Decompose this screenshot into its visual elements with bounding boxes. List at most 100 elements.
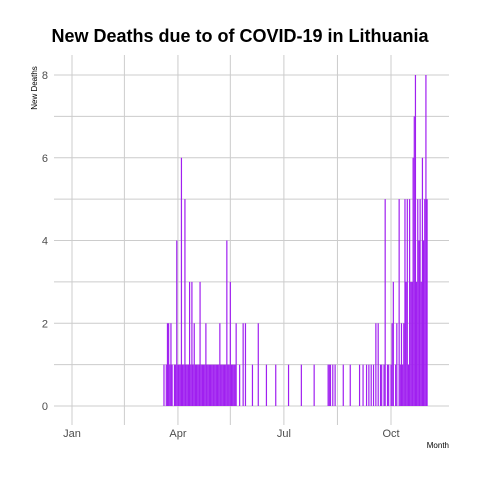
y-tick-label: 6 <box>42 153 48 165</box>
bar <box>406 199 408 406</box>
bar <box>193 323 195 406</box>
bar <box>372 364 375 406</box>
bar <box>175 364 177 406</box>
bar <box>163 364 165 406</box>
bar <box>185 364 187 406</box>
bar <box>381 364 383 406</box>
bar <box>188 281 191 406</box>
bar <box>392 281 394 406</box>
bar <box>216 364 219 406</box>
bar <box>329 364 332 406</box>
bar <box>386 364 389 406</box>
bar <box>209 364 212 406</box>
x-tick-label: Apr <box>169 428 186 440</box>
bar <box>218 364 220 406</box>
bar <box>275 364 277 406</box>
bar <box>166 323 169 406</box>
bar <box>207 364 209 406</box>
bar <box>242 323 244 406</box>
bar <box>204 364 206 406</box>
bar <box>287 364 290 406</box>
bar <box>225 364 227 406</box>
bar <box>405 281 407 406</box>
bar <box>400 323 403 406</box>
bar <box>328 364 330 406</box>
bar <box>213 364 215 406</box>
bar <box>168 323 170 406</box>
bar <box>411 281 413 406</box>
bar <box>414 75 417 406</box>
bar <box>194 364 197 406</box>
bar <box>407 364 410 406</box>
bar <box>388 364 390 406</box>
bar <box>230 364 233 406</box>
bar <box>219 323 221 406</box>
y-axis-title: New Deaths <box>30 66 39 110</box>
bar <box>399 364 401 406</box>
bar <box>183 364 185 406</box>
bar <box>170 323 172 406</box>
bar <box>233 364 235 406</box>
bar <box>177 364 179 406</box>
y-tick-label: 8 <box>42 70 48 82</box>
bar <box>327 364 329 406</box>
bar <box>223 364 226 406</box>
bar <box>419 199 421 406</box>
bar <box>413 116 415 406</box>
bar <box>403 323 405 406</box>
bar <box>173 364 176 406</box>
bar <box>391 323 393 406</box>
bar <box>180 157 183 406</box>
bar <box>244 323 247 406</box>
bar <box>334 364 336 406</box>
bar <box>190 364 192 406</box>
bar <box>229 281 231 406</box>
bar <box>227 364 229 406</box>
bar <box>412 157 414 406</box>
bar <box>220 364 222 406</box>
bar <box>178 364 180 406</box>
bar <box>201 364 203 406</box>
bar <box>184 199 186 406</box>
bar <box>418 240 420 406</box>
bar <box>410 281 412 406</box>
bar <box>368 364 370 406</box>
bar <box>192 364 194 406</box>
bar <box>300 364 302 406</box>
bar <box>251 364 254 406</box>
bars <box>163 75 428 406</box>
bar <box>398 199 400 406</box>
bar <box>215 364 217 406</box>
bar <box>420 281 422 406</box>
bar <box>379 364 382 406</box>
bar <box>206 364 208 406</box>
x-axis-title: Month <box>427 441 449 450</box>
bar <box>313 364 315 406</box>
bar <box>176 240 178 406</box>
bar <box>191 281 193 406</box>
bar <box>199 281 201 406</box>
bar <box>390 364 392 406</box>
bar <box>332 364 334 406</box>
bar <box>182 364 184 406</box>
bar <box>235 323 237 406</box>
bar <box>232 364 234 406</box>
bar <box>205 323 207 406</box>
bar <box>383 364 385 406</box>
x-tick-label: Jan <box>63 428 81 440</box>
bar <box>426 199 428 406</box>
bar <box>417 199 419 406</box>
bar <box>416 281 418 406</box>
bar <box>409 199 411 406</box>
bar <box>226 240 228 406</box>
bar <box>202 364 205 406</box>
bar <box>171 364 173 406</box>
bar <box>234 364 236 406</box>
tick-labels: 0 2 4 6 8 Jan Apr Jul Oct <box>42 70 400 440</box>
bar <box>396 323 398 406</box>
y-tick-label: 0 <box>42 401 48 413</box>
bar <box>422 240 425 406</box>
bar <box>197 364 199 406</box>
x-tick-label: Jul <box>277 428 291 440</box>
